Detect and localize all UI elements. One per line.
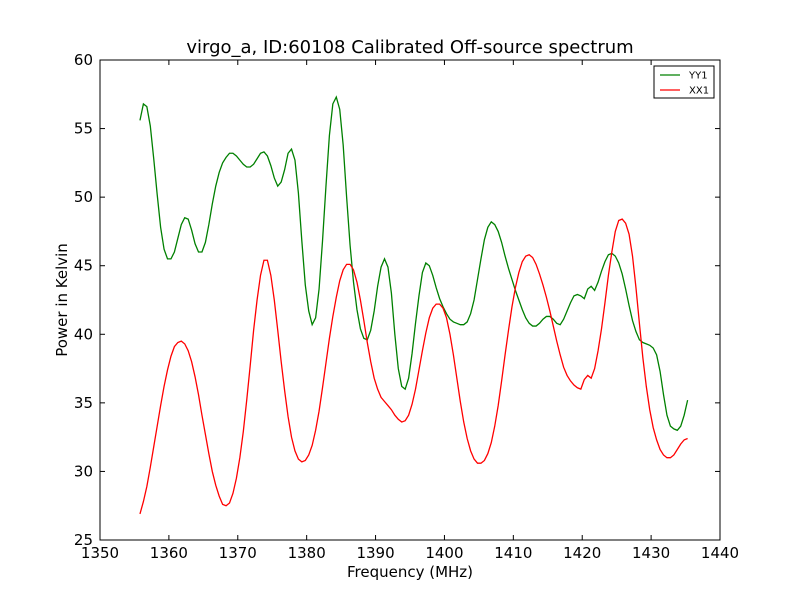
y-tick-label: 55 [74, 120, 93, 138]
y-tick-label: 50 [74, 188, 93, 206]
x-tick-label: 1390 [356, 544, 394, 562]
x-tick-label: 1380 [288, 544, 326, 562]
plot-frame [99, 59, 721, 541]
y-tick-label: 30 [74, 462, 93, 480]
y-tick-label: 25 [74, 531, 93, 549]
legend-label-yy1: YY1 [688, 71, 708, 82]
x-tick-label: 1420 [563, 544, 601, 562]
x-tick-label: 1430 [632, 544, 670, 562]
y-tick-label: 35 [74, 394, 93, 412]
y-tick-label: 45 [74, 257, 93, 275]
y-axis-ticks: 25 30 35 40 45 50 55 60 [74, 51, 720, 549]
x-tick-label: 1410 [494, 544, 532, 562]
x-axis-label: Frequency (MHz) [347, 563, 473, 581]
legend-label-xx1: XX1 [689, 86, 709, 97]
x-tick-label: 1440 [701, 544, 739, 562]
y-tick-label: 40 [74, 325, 93, 343]
series-line-xx1 [139, 218, 688, 515]
series-layer [139, 95, 689, 515]
chart-title: virgo_a, ID:60108 Calibrated Off-source … [186, 37, 633, 58]
x-tick-label: 1350 [81, 544, 119, 562]
x-axis-ticks: 1350 1360 1370 1380 1390 1400 1410 1420 1430 1440 [81, 60, 739, 562]
y-tick-label: 60 [74, 51, 93, 69]
x-tick-label: 1370 [219, 544, 257, 562]
x-tick-label: 1400 [425, 544, 463, 562]
legend-box [653, 65, 715, 99]
series-line-yy1 [139, 95, 689, 432]
y-axis-label: Power in Kelvin [53, 243, 71, 357]
x-tick-label: 1360 [150, 544, 188, 562]
